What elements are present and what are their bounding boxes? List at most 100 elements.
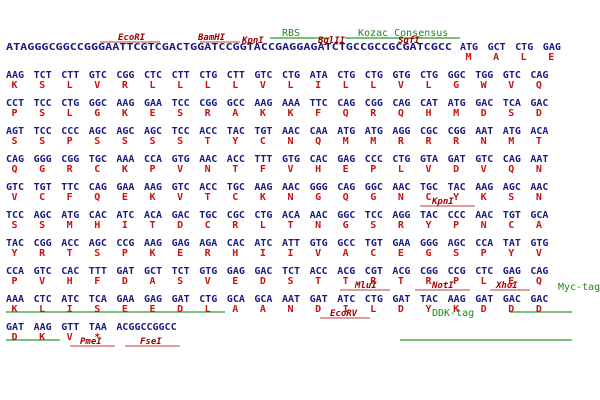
codon: AGC	[89, 238, 107, 249]
codon: TCA	[89, 294, 107, 305]
codon: CAG	[503, 154, 521, 165]
codon: GTG	[172, 154, 190, 165]
amino-acid: P	[67, 136, 73, 147]
amino-acid: R	[398, 136, 405, 147]
amino-acid: S	[94, 248, 100, 259]
amino-acid: C	[39, 192, 45, 203]
amino-acid: W	[481, 80, 488, 91]
amino-acid: Q	[343, 108, 349, 119]
amino-acid: V	[67, 332, 73, 343]
codon: GAC	[254, 266, 272, 277]
amino-acid: S	[39, 80, 45, 91]
codon: CTT	[61, 70, 79, 81]
codon: AAG	[6, 70, 24, 81]
codon: CGC	[420, 126, 438, 137]
codon: TGC	[199, 210, 217, 221]
codon: AAA	[6, 294, 24, 305]
codon: AAC	[282, 126, 300, 137]
codon: GAA	[392, 238, 410, 249]
codon: ATT	[282, 238, 300, 249]
amino-acid: S	[508, 108, 514, 119]
amino-acid: N	[536, 192, 542, 203]
amino-acid: E	[232, 276, 238, 287]
codon: CCC	[365, 154, 383, 165]
amino-acid: Q	[536, 276, 542, 287]
codon: CGG	[448, 126, 466, 137]
codon: ATG	[503, 126, 521, 137]
codon: TTT	[254, 154, 272, 165]
codon: CCG	[116, 238, 134, 249]
codon: GAT	[392, 294, 410, 305]
amino-acid: D	[398, 304, 404, 315]
amino-acid: I	[122, 220, 128, 231]
amino-acid: G	[94, 108, 100, 119]
tag-label: DDK-tag	[432, 308, 474, 319]
codon: CAG	[89, 182, 107, 193]
amino-acid: R	[425, 276, 432, 287]
enzyme-label: XhoI	[495, 281, 518, 291]
amino-acid: R	[370, 108, 377, 119]
amino-acid: F	[260, 164, 266, 175]
codon: AGT	[6, 126, 24, 137]
amino-acid: T	[343, 276, 349, 287]
codon: TCC	[172, 126, 190, 137]
amino-acid: S	[453, 248, 459, 259]
amino-acid: K	[287, 108, 293, 119]
enzyme-label: KpnI	[241, 36, 264, 46]
codon: CAC	[61, 266, 79, 277]
amino-acid: E	[508, 276, 514, 287]
amino-acid: M	[370, 136, 376, 147]
amino-acid: V	[315, 248, 321, 259]
amino-acid: A	[260, 304, 266, 315]
codon: TCC	[34, 126, 52, 137]
codon: ACG	[392, 266, 410, 277]
codon: ATA	[310, 70, 328, 81]
amino-acid: F	[67, 192, 73, 203]
amino-acid: H	[315, 164, 321, 175]
codon: CAG	[6, 154, 24, 165]
codon: CTG	[392, 154, 410, 165]
amino-acid: C	[232, 192, 238, 203]
enzyme-label: NotI	[431, 281, 454, 291]
codon: GAG	[543, 42, 561, 53]
enzyme-label: BglII	[317, 36, 346, 46]
codon: ACC	[310, 266, 328, 277]
amino-acid: C	[94, 164, 100, 175]
amino-acid: P	[149, 164, 155, 175]
amino-acid: L	[370, 80, 376, 91]
amino-acid: E	[122, 304, 128, 315]
codon: GAG	[227, 266, 245, 277]
codon: AAC	[199, 154, 217, 165]
amino-acid: C	[425, 192, 431, 203]
amino-acid: D	[481, 304, 487, 315]
codon: AAC	[310, 210, 328, 221]
amino-acid: V	[11, 192, 17, 203]
codon: ATC	[254, 238, 272, 249]
codon: ACC	[199, 126, 217, 137]
codon: GAC	[172, 210, 190, 221]
amino-acid: N	[536, 164, 542, 175]
codon: TTT	[89, 266, 107, 277]
codon: TTC	[310, 98, 328, 109]
amino-acid: L	[232, 80, 238, 91]
codon: TGT	[365, 238, 383, 249]
amino-acid: L	[39, 304, 45, 315]
amino-acid: D	[536, 108, 542, 119]
amino-acid: D	[260, 276, 266, 287]
codon: AAA	[282, 98, 300, 109]
codon: AGC	[448, 238, 466, 249]
codon: TGT	[34, 182, 52, 193]
codon: TAC	[227, 126, 245, 137]
amino-acid: L	[343, 80, 349, 91]
amino-acid: L	[205, 80, 211, 91]
amino-acid: V	[39, 276, 45, 287]
codon: AGC	[34, 210, 52, 221]
amino-acid: E	[177, 248, 183, 259]
codon: GGC	[337, 210, 355, 221]
amino-acid: Y	[232, 136, 238, 147]
codon: AAC	[475, 210, 493, 221]
codon: CTG	[420, 70, 438, 81]
amino-acid: C	[260, 136, 266, 147]
amino-acid: E	[149, 108, 155, 119]
codon: TCT	[282, 266, 300, 277]
